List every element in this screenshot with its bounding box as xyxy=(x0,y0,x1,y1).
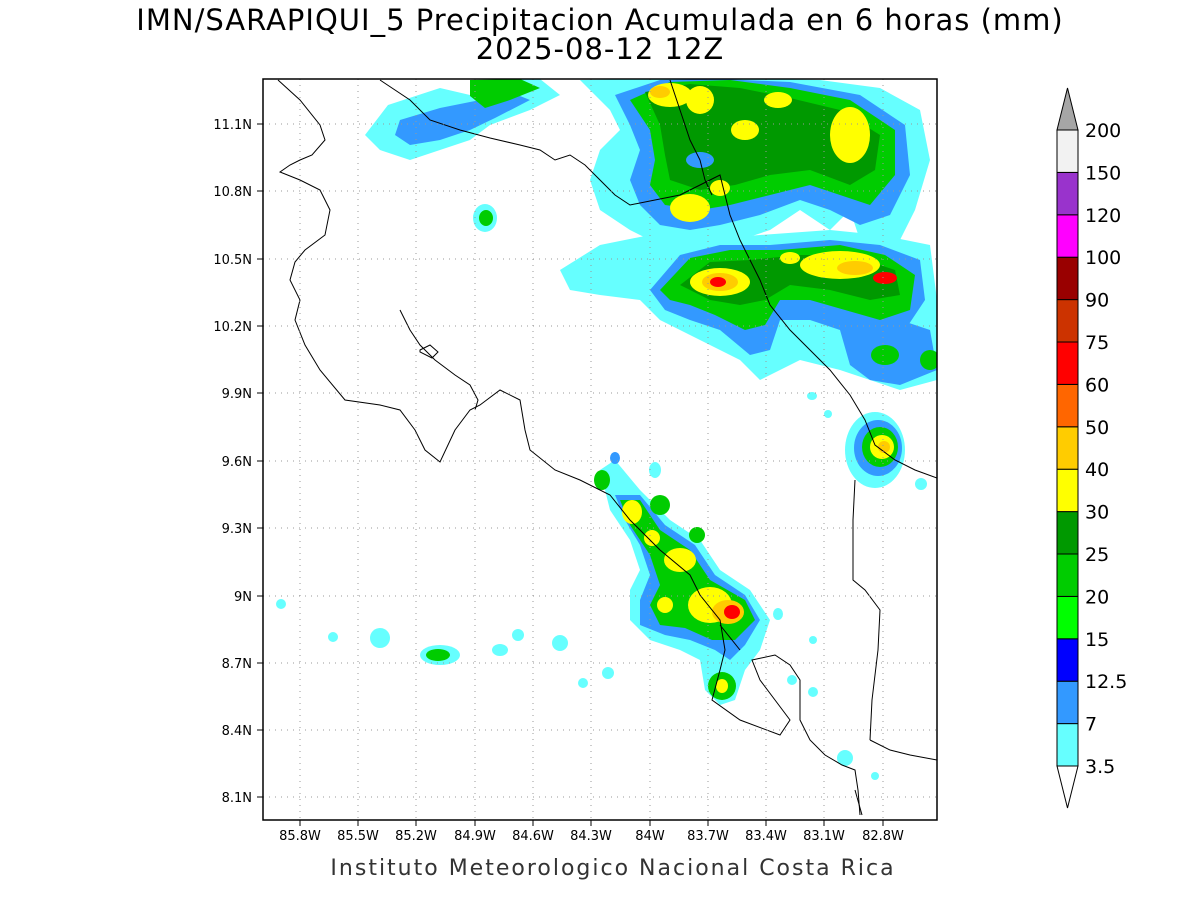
lon-tick-label: 84.6W xyxy=(512,829,554,844)
colorbar-swatch xyxy=(1056,129,1079,173)
lon-tick-label: 85.5W xyxy=(337,829,379,844)
colorbar-level-label: 40 xyxy=(1085,459,1109,481)
colorbar-swatch xyxy=(1056,214,1079,258)
lat-tick-label: 9.9N xyxy=(222,387,252,402)
colorbar-level-label: 15 xyxy=(1085,629,1109,651)
lon-tick-label: 85.8W xyxy=(279,829,321,844)
colorbar-swatch xyxy=(1056,638,1079,682)
lon-tick-label: 85.2W xyxy=(395,829,437,844)
colorbar-level-label: 3.5 xyxy=(1085,756,1115,778)
lon-tick-label: 84.3W xyxy=(570,829,612,844)
coastlines xyxy=(277,79,937,816)
colorbar-min-arrow xyxy=(1056,765,1079,809)
map-title: IMN/SARAPIQUI_5 Precipitacion Acumulada … xyxy=(136,3,1064,37)
lat-tick-label: 10.2N xyxy=(213,320,252,335)
longitude-axis: 85.8W 85.5W 85.2W 84.9W 84.6W 84.3W 84W … xyxy=(279,820,904,844)
lat-tick-label: 9.6N xyxy=(222,455,252,470)
colorbar-level-label: 120 xyxy=(1085,205,1121,227)
colorbar-swatch xyxy=(1056,553,1079,597)
colorbar-level-label: 25 xyxy=(1085,544,1109,566)
colorbar-level-label: 150 xyxy=(1085,162,1121,184)
colorbar-swatch xyxy=(1056,595,1079,640)
precip-region-north xyxy=(365,79,930,260)
precipitation-field xyxy=(263,79,937,820)
gridlines xyxy=(263,79,937,820)
lat-tick-label: 8.4N xyxy=(222,724,252,739)
colorbar-swatch xyxy=(1056,511,1079,555)
colorbar-swatch xyxy=(1056,256,1079,301)
lat-tick-label: 8.7N xyxy=(222,657,252,672)
colorbar-swatch xyxy=(1056,468,1079,513)
lat-tick-label: 10.8N xyxy=(213,185,252,200)
colorbar-swatch xyxy=(1056,426,1079,470)
colorbar-level-label: 100 xyxy=(1085,247,1121,269)
lon-tick-label: 83.7W xyxy=(687,829,729,844)
colorbar-level-label: 50 xyxy=(1085,417,1109,439)
lon-tick-label: 83.1W xyxy=(803,829,845,844)
colorbar-swatch xyxy=(1056,383,1079,428)
lat-tick-label: 9N xyxy=(234,590,252,605)
colorbar-swatch xyxy=(1056,299,1079,343)
map-frame xyxy=(262,78,938,821)
colorbar-swatch xyxy=(1056,680,1079,725)
colorbar-level-label: 30 xyxy=(1085,502,1109,524)
latitude-axis: 11.1N 10.8N 10.5N 10.2N 9.9N 9.6N 9.3N 9… xyxy=(213,118,263,806)
lon-tick-label: 84.9W xyxy=(454,829,496,844)
colorbar-swatch xyxy=(1056,341,1079,385)
precip-region-caribbean xyxy=(845,412,927,490)
colorbar-swatch xyxy=(1056,723,1079,767)
lat-tick-label: 11.1N xyxy=(213,118,252,133)
lat-tick-label: 10.5N xyxy=(213,253,252,268)
precip-region-northeast xyxy=(560,230,937,390)
colorbar-level-label: 90 xyxy=(1085,290,1109,312)
colorbar-level-label: 60 xyxy=(1085,374,1109,396)
footer-credit: Instituto Meteorologico Nacional Costa R… xyxy=(330,856,896,881)
colorbar-level-label: 7 xyxy=(1085,714,1097,736)
colorbar-level-label: 12.5 xyxy=(1085,671,1127,693)
lon-tick-label: 83.4W xyxy=(745,829,787,844)
colorbar-level-label: 75 xyxy=(1085,332,1109,354)
colorbar-swatch xyxy=(1056,171,1079,216)
map-datetime: 2025-08-12 12Z xyxy=(475,32,725,66)
colorbar-level-label: 20 xyxy=(1085,586,1109,608)
colorbar-legend: 3.5 7 12.5 15 20 25 30 40 50 60 75 90 100 120 150 200 xyxy=(1056,87,1127,809)
lat-tick-label: 9.3N xyxy=(222,522,252,537)
colorbar-level-label: 200 xyxy=(1085,120,1121,142)
lon-tick-label: 84W xyxy=(635,829,665,844)
precip-region-pacific-south xyxy=(594,460,770,705)
lat-tick-label: 8.1N xyxy=(222,791,252,806)
lon-tick-label: 82.8W xyxy=(862,829,904,844)
colorbar-max-arrow xyxy=(1056,87,1079,131)
